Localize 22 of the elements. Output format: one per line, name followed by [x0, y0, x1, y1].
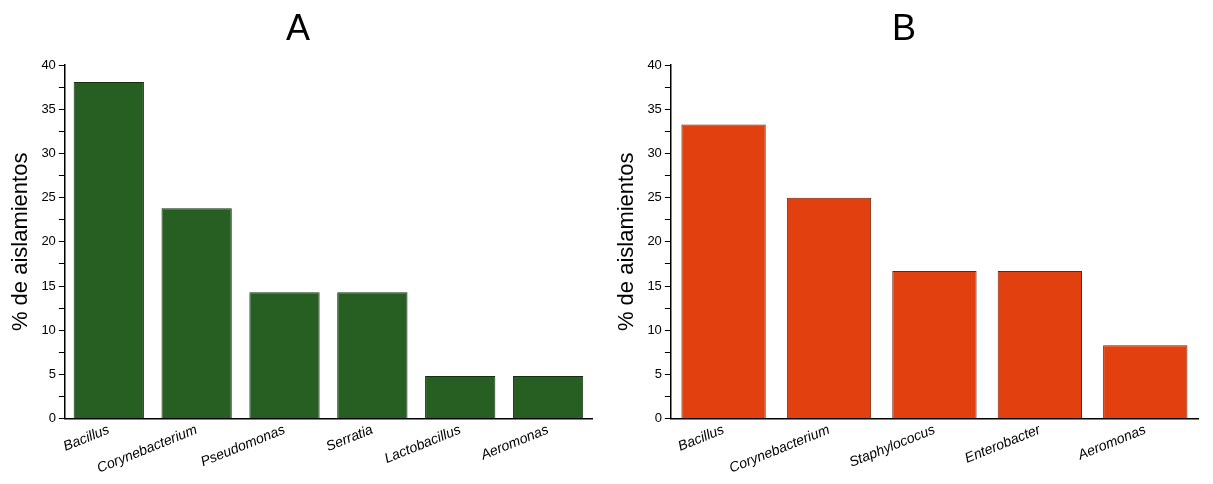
y-tick-label: 5	[654, 365, 662, 381]
y-axis-title: % de aislamientos	[7, 152, 33, 332]
y-tick-label: 30	[41, 145, 56, 161]
y-tick-label: 20	[647, 233, 662, 249]
y-tick-label: 25	[41, 189, 56, 205]
y-tick-label: 25	[647, 189, 662, 205]
y-tick-label: 10	[647, 321, 662, 337]
y-tick-label: 40	[647, 56, 662, 72]
y-tick-label: 15	[647, 277, 662, 293]
y-tick-label: 40	[41, 56, 56, 72]
y-tick-label: 0	[48, 410, 56, 426]
y-tick-label: 5	[48, 365, 56, 381]
y-axis-title: % de aislamientos	[613, 152, 639, 332]
y-tick-label: 30	[647, 145, 662, 161]
chart-title: A	[285, 6, 311, 48]
y-tick-label: 35	[647, 100, 662, 116]
chart-title: B	[891, 6, 917, 48]
y-tick-label: 15	[41, 277, 56, 293]
y-tick-label: 20	[41, 233, 56, 249]
y-tick-label: 0	[654, 410, 662, 426]
y-tick-label: 10	[41, 321, 56, 337]
y-tick-label: 35	[41, 100, 56, 116]
